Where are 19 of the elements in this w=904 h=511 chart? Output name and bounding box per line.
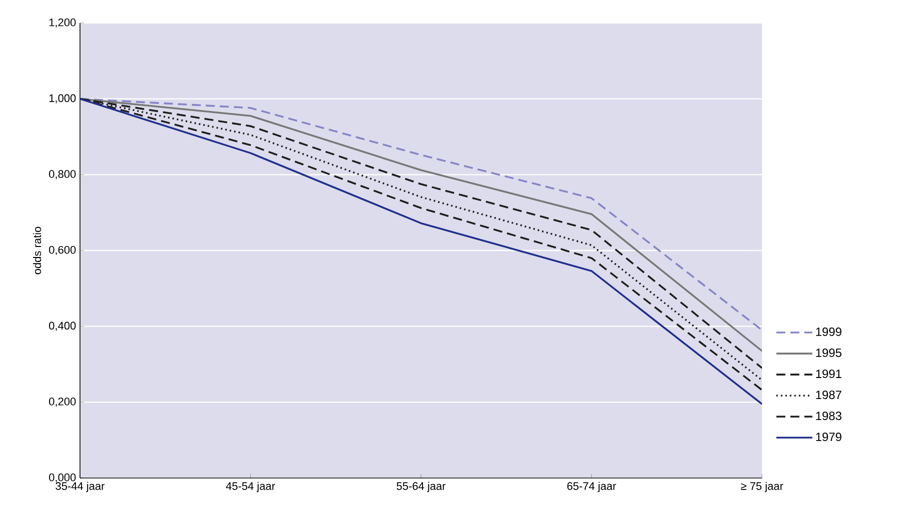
y-tick-label: 1,000 <box>49 94 76 104</box>
legend-label: 1991 <box>816 370 842 378</box>
y-tick-label: 0,400 <box>49 322 76 331</box>
legend-label: 1987 <box>816 390 842 400</box>
y-tick-label: 0,800 <box>49 170 76 180</box>
y-tick-label: 0,000 <box>49 473 76 483</box>
x-tick-label: 65-74 jaar <box>567 482 616 492</box>
y-tick-label: 1,200 <box>49 18 76 28</box>
legend-label: 1983 <box>816 412 842 420</box>
legend-label: 1999 <box>816 328 842 336</box>
x-tick-label: 55-64 jaar <box>396 482 446 492</box>
legend-label: 1995 <box>816 348 842 358</box>
x-tick-label: 35-44 jaar <box>56 482 105 492</box>
y-tick-label: 0,200 <box>49 398 76 407</box>
x-tick-label: ≥ 75 jaar <box>740 482 784 492</box>
legend-label: 1979 <box>816 432 842 442</box>
y-axis-title: odds ratio <box>33 226 42 274</box>
x-tick-label: 45-54 jaar <box>226 482 276 492</box>
y-tick-label: 0,600 <box>49 246 76 256</box>
